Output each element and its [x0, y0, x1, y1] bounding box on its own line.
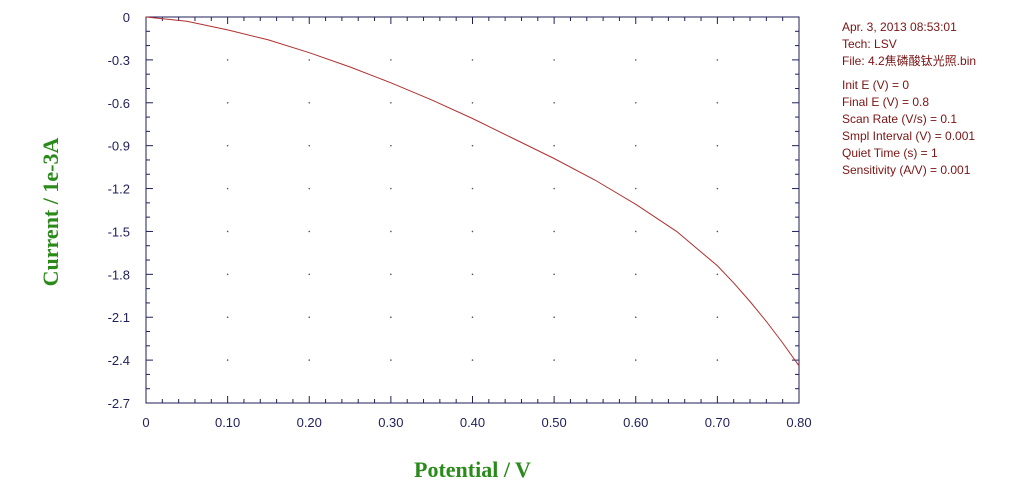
- y-tick-label: -2.4: [108, 353, 130, 368]
- info-init-e: Init E (V) = 0: [842, 78, 910, 92]
- grid-dot: [716, 359, 719, 361]
- info-smpl-interval: Smpl Interval (V) = 0.001: [842, 129, 976, 143]
- grid-dot: [471, 273, 474, 276]
- grid-dot: [226, 144, 229, 147]
- grid-dot: [471, 359, 474, 361]
- grid-dot: [390, 359, 392, 361]
- experiment-info-panel: Apr. 3, 2013 08:53:01 Tech: LSV File: 4.…: [842, 19, 976, 179]
- grid-dot: [390, 59, 392, 61]
- grid-dot: [471, 230, 474, 233]
- grid-dot: [553, 101, 555, 104]
- grid-dot: [471, 101, 474, 104]
- grid-dot: [390, 230, 392, 233]
- grid-dot: [634, 101, 637, 104]
- grid-dot: [308, 187, 311, 190]
- x-tick-label: 0.10: [215, 415, 240, 430]
- info-sensitivity: Sensitivity (A/V) = 0.001: [842, 163, 971, 177]
- grid: [226, 59, 719, 361]
- grid-dot: [553, 59, 555, 61]
- info-final-e: Final E (V) = 0.8: [842, 95, 930, 109]
- grid-dot: [553, 230, 555, 233]
- grid-dot: [634, 187, 637, 190]
- grid-dot: [308, 59, 311, 61]
- grid-dot: [634, 59, 637, 61]
- info-scan-rate: Scan Rate (V/s) = 0.1: [842, 112, 958, 126]
- info-quiet-time: Quiet Time (s) = 1: [842, 146, 938, 160]
- grid-dot: [226, 273, 229, 276]
- y-tick-label: -0.6: [108, 96, 130, 111]
- grid-dot: [308, 273, 311, 276]
- y-tick-label: -0.9: [108, 139, 130, 154]
- grid-dot: [553, 273, 555, 276]
- grid-dot: [471, 316, 474, 319]
- x-tick-label: 0.60: [623, 415, 648, 430]
- x-tick-label: 0.50: [541, 415, 566, 430]
- grid-dot: [226, 187, 229, 190]
- x-tick-label: 0.40: [460, 415, 485, 430]
- grid-dot: [471, 59, 474, 61]
- grid-dot: [226, 59, 229, 61]
- current-curve: [145, 16, 800, 367]
- y-tick-label: -1.8: [108, 267, 130, 282]
- grid-dot: [553, 187, 555, 190]
- grid-dot: [716, 230, 719, 233]
- info-tech: Tech: LSV: [842, 37, 897, 51]
- info-file: File: 4.2焦磷酸钛光照.bin: [842, 54, 977, 68]
- grid-dot: [226, 359, 229, 361]
- y-axis-title: Current / 1e-3A: [38, 138, 63, 287]
- grid-dot: [553, 316, 555, 319]
- plot-frame: [145, 16, 800, 404]
- grid-dot: [634, 230, 637, 233]
- grid-dot: [226, 230, 229, 233]
- grid-dot: [471, 187, 474, 190]
- grid-dot: [390, 316, 392, 319]
- x-tick-label: 0.80: [786, 415, 811, 430]
- x-axis-title: Potential / V: [414, 457, 531, 482]
- x-tick-label: 0: [142, 415, 149, 430]
- x-tick-label: 0.70: [705, 415, 730, 430]
- grid-dot: [308, 359, 311, 361]
- y-tick-label: -2.1: [108, 310, 130, 325]
- grid-dot: [226, 316, 229, 319]
- info-date: Apr. 3, 2013 08:53:01: [842, 20, 957, 34]
- grid-dot: [390, 144, 392, 147]
- grid-dot: [634, 316, 637, 319]
- grid-dot: [634, 273, 637, 276]
- grid-dot: [634, 359, 637, 361]
- grid-dot: [308, 144, 311, 147]
- grid-dot: [716, 59, 719, 61]
- y-tick-labels: 0 -0.3 -0.6 -0.9 -1.2 -1.5 -1.8 -2.1 -2.4 -2.7: [108, 10, 130, 411]
- y-tick-label: -1.2: [108, 182, 130, 197]
- x-tick-label: 0.30: [378, 415, 403, 430]
- grid-dot: [716, 316, 719, 319]
- grid-dot: [226, 101, 229, 104]
- grid-dot: [634, 144, 637, 147]
- grid-dot: [553, 144, 555, 147]
- grid-dot: [390, 101, 392, 104]
- axis-ticks: [145, 16, 800, 404]
- grid-dot: [308, 230, 311, 233]
- y-tick-label: 0: [123, 10, 130, 25]
- x-tick-label: 0.20: [297, 415, 322, 430]
- grid-dot: [716, 187, 719, 190]
- grid-dot: [716, 144, 719, 147]
- grid-dot: [308, 101, 311, 104]
- grid-dot: [471, 144, 474, 147]
- x-tick-labels: 0 0.10 0.20 0.30 0.40 0.50 0.60 0.70 0.80: [142, 415, 811, 430]
- grid-dot: [390, 273, 392, 276]
- grid-dot: [308, 316, 311, 319]
- grid-dot: [716, 273, 719, 276]
- y-tick-label: -2.7: [108, 396, 130, 411]
- grid-dot: [716, 101, 719, 104]
- grid-dot: [390, 187, 392, 190]
- grid-dot: [553, 359, 555, 361]
- y-tick-label: -0.3: [108, 53, 130, 68]
- y-tick-label: -1.5: [108, 224, 130, 239]
